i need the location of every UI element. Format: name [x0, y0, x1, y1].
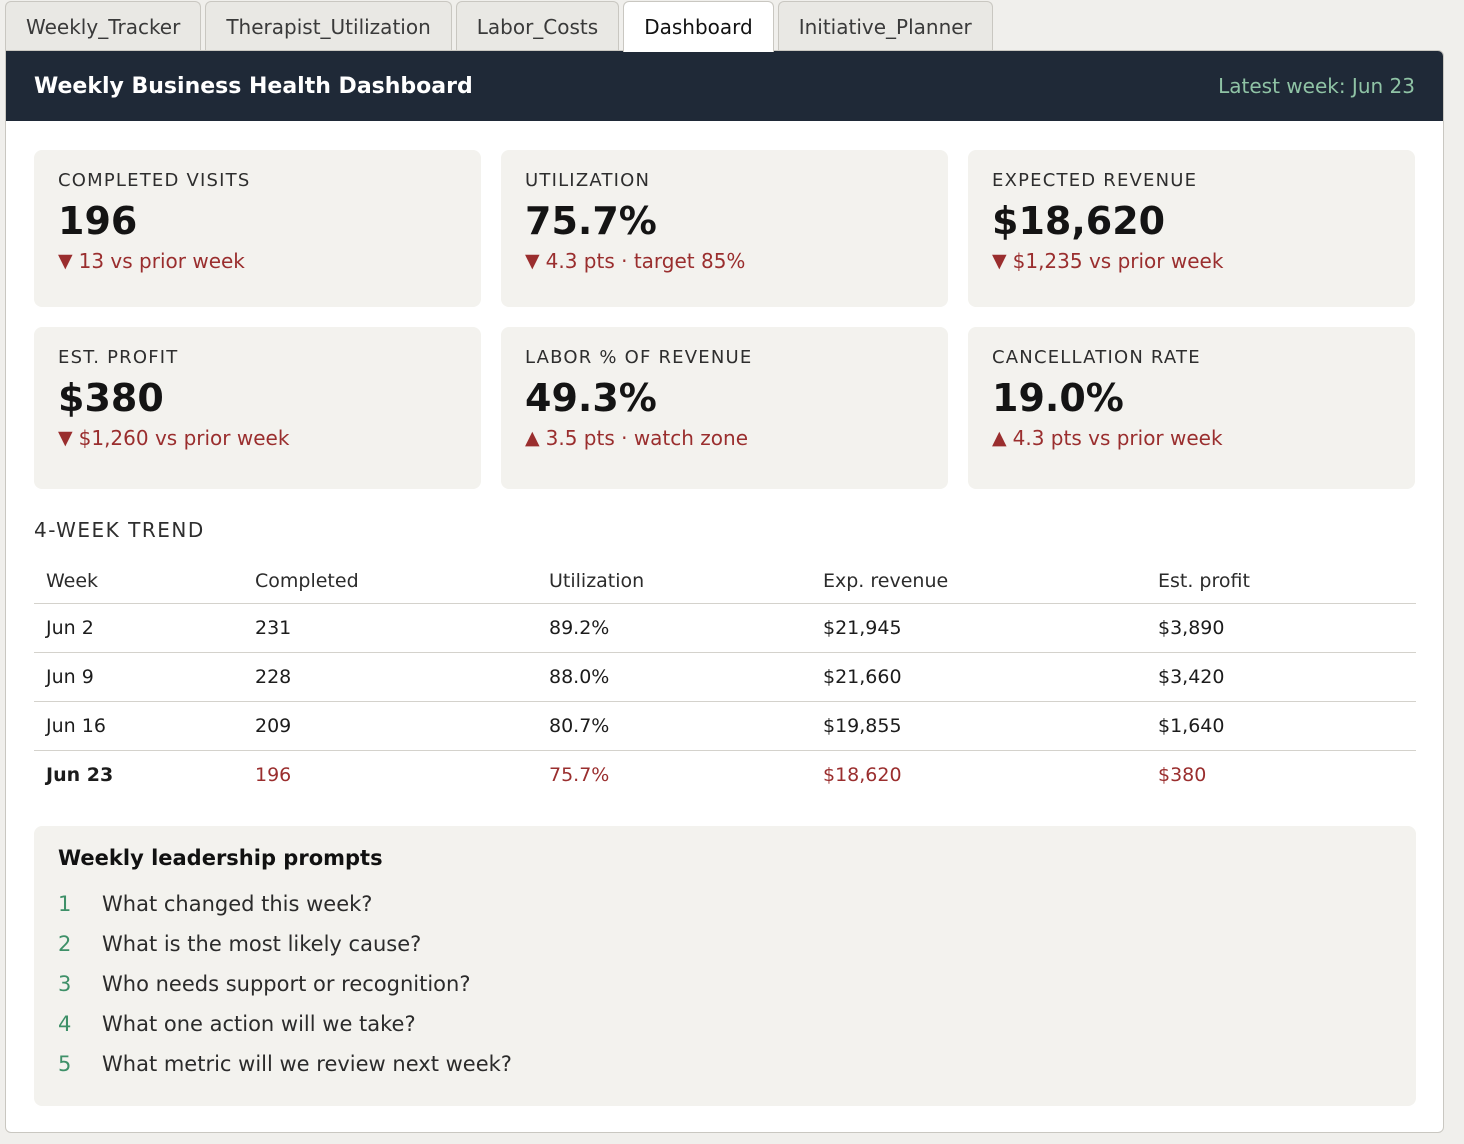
down-arrow-icon: ▼	[992, 250, 1007, 272]
dashboard-header: Weekly Business Health Dashboard Latest …	[6, 51, 1443, 121]
tab-labor-costs[interactable]: Labor_Costs	[455, 1, 620, 51]
kpi-value: 19.0%	[992, 376, 1124, 420]
column-header-week: Week	[34, 559, 243, 604]
prompts-title: Weekly leadership prompts	[58, 846, 383, 870]
kpi-card-cancellation-rate: CANCELLATION RATE 19.0% ▲ 4.3 pts vs prio…	[968, 327, 1415, 489]
table-cell: $19,855	[811, 701, 1146, 751]
prompt-number: 4	[58, 1012, 72, 1036]
prompt-text: Who needs support or recognition?	[102, 972, 471, 996]
prompt-number: 1	[58, 892, 72, 916]
kpi-label: LABOR % OF REVENUE	[525, 347, 753, 368]
column-header-est-profit: Est. profit	[1146, 559, 1416, 604]
table-cell: 89.2%	[537, 603, 811, 653]
table-cell: $1,640	[1146, 701, 1416, 751]
table-row: Jun 2 231 89.2% $21,945 $3,890	[34, 603, 1416, 653]
kpi-label: COMPLETED VISITS	[58, 170, 251, 191]
trend-table: Week Completed Utilization Exp. revenue …	[34, 559, 1416, 799]
kpi-card-completed-visits: COMPLETED VISITS 196 ▼ 13 vs prior week	[34, 150, 481, 307]
list-item: 2 What is the most likely cause?	[58, 924, 1392, 964]
table-cell: $3,420	[1146, 652, 1416, 702]
prompt-number: 3	[58, 972, 72, 996]
table-header-row: Week Completed Utilization Exp. revenue …	[34, 559, 1416, 604]
kpi-label: EXPECTED REVENUE	[992, 170, 1198, 191]
tab-therapist-utilization[interactable]: Therapist_Utilization	[205, 1, 452, 51]
table-cell: $3,890	[1146, 603, 1416, 653]
kpi-label: CANCELLATION RATE	[992, 347, 1201, 368]
kpi-delta-text: 3.5 pts · watch zone	[545, 426, 749, 450]
kpi-delta: ▼ $1,235 vs prior week	[992, 249, 1391, 273]
kpi-label: UTILIZATION	[525, 170, 651, 191]
list-item: 1 What changed this week?	[58, 884, 1392, 924]
kpi-value: 196	[58, 199, 138, 243]
table-cell: 88.0%	[537, 652, 811, 702]
kpi-delta: ▲ 3.5 pts · watch zone	[525, 426, 924, 450]
table-row-latest: Jun 23 196 75.7% $18,620 $380	[34, 750, 1416, 799]
table-cell: 231	[243, 603, 537, 653]
prompt-text: What is the most likely cause?	[102, 932, 422, 956]
prompt-text: What metric will we review next week?	[102, 1052, 512, 1076]
kpi-value: 75.7%	[525, 199, 657, 243]
kpi-delta-text: 13 vs prior week	[78, 249, 245, 273]
kpi-card-labor-percent: LABOR % OF REVENUE 49.3% ▲ 3.5 pts · watc…	[501, 327, 948, 489]
table-row: Jun 16 209 80.7% $19,855 $1,640	[34, 701, 1416, 751]
kpi-delta: ▼ 4.3 pts · target 85%	[525, 249, 924, 273]
page-title: Weekly Business Health Dashboard	[34, 73, 473, 99]
down-arrow-icon: ▼	[525, 250, 540, 272]
list-item: 4 What one action will we take?	[58, 1004, 1392, 1044]
kpi-value: $380	[58, 376, 164, 420]
prompt-text: What changed this week?	[102, 892, 373, 916]
up-arrow-icon: ▲	[525, 427, 540, 449]
trend-section-title: 4-WEEK TREND	[34, 518, 205, 542]
dashboard-panel: Weekly Business Health Dashboard Latest …	[5, 50, 1444, 1133]
tab-weekly-tracker[interactable]: Weekly_Tracker	[5, 1, 202, 51]
up-arrow-icon: ▲	[992, 427, 1007, 449]
kpi-delta: ▼ 13 vs prior week	[58, 249, 457, 273]
table-cell: 228	[243, 652, 537, 702]
kpi-delta-text: $1,260 vs prior week	[78, 426, 290, 450]
table-cell: Jun 9	[34, 652, 243, 702]
prompt-number: 5	[58, 1052, 72, 1076]
kpi-delta-text: $1,235 vs prior week	[1012, 249, 1224, 273]
tab-dashboard[interactable]: Dashboard	[623, 1, 774, 52]
down-arrow-icon: ▼	[58, 250, 73, 272]
column-header-exp-revenue: Exp. revenue	[811, 559, 1146, 604]
leadership-prompts-panel: Weekly leadership prompts 1 What changed …	[34, 826, 1416, 1106]
table-cell: $21,660	[811, 652, 1146, 702]
list-item: 3 Who needs support or recognition?	[58, 964, 1392, 1004]
column-header-completed: Completed	[243, 559, 537, 604]
table-cell: $21,945	[811, 603, 1146, 653]
list-item: 5 What metric will we review next week?	[58, 1044, 1392, 1084]
tab-initiative-planner[interactable]: Initiative_Planner	[777, 1, 993, 51]
column-header-utilization: Utilization	[537, 559, 811, 604]
latest-week-label: Latest week: Jun 23	[1218, 74, 1415, 98]
kpi-value: $18,620	[992, 199, 1166, 243]
prompt-text: What one action will we take?	[102, 1012, 416, 1036]
kpi-delta-text: 4.3 pts vs prior week	[1012, 426, 1223, 450]
table-cell: 75.7%	[549, 763, 610, 786]
table-cell: 80.7%	[537, 701, 811, 751]
table-cell: Jun 16	[34, 701, 243, 751]
kpi-value: 49.3%	[525, 376, 657, 420]
kpi-label: EST. PROFIT	[58, 347, 179, 368]
kpi-card-utilization: UTILIZATION 75.7% ▼ 4.3 pts · target 85%	[501, 150, 948, 307]
table-cell: Jun 2	[34, 603, 243, 653]
table-cell: $18,620	[823, 763, 902, 786]
table-cell: Jun 23	[46, 763, 114, 786]
down-arrow-icon: ▼	[58, 427, 73, 449]
kpi-delta-text: 4.3 pts · target 85%	[545, 249, 746, 273]
prompt-number: 2	[58, 932, 72, 956]
kpi-delta: ▼ $1,260 vs prior week	[58, 426, 457, 450]
table-cell: $380	[1158, 763, 1207, 786]
table-row: Jun 9 228 88.0% $21,660 $3,420	[34, 652, 1416, 702]
sheet-tabs: Weekly_Tracker Therapist_Utilization Lab…	[5, 0, 993, 52]
table-cell: 209	[243, 701, 537, 751]
kpi-card-expected-revenue: EXPECTED REVENUE $18,620 ▼ $1,235 vs prio…	[968, 150, 1415, 307]
table-cell: 196	[255, 763, 292, 786]
kpi-delta: ▲ 4.3 pts vs prior week	[992, 426, 1391, 450]
kpi-card-est-profit: EST. PROFIT $380 ▼ $1,260 vs prior week	[34, 327, 481, 489]
kpi-cards: COMPLETED VISITS 196 ▼ 13 vs prior week U…	[34, 150, 1416, 489]
